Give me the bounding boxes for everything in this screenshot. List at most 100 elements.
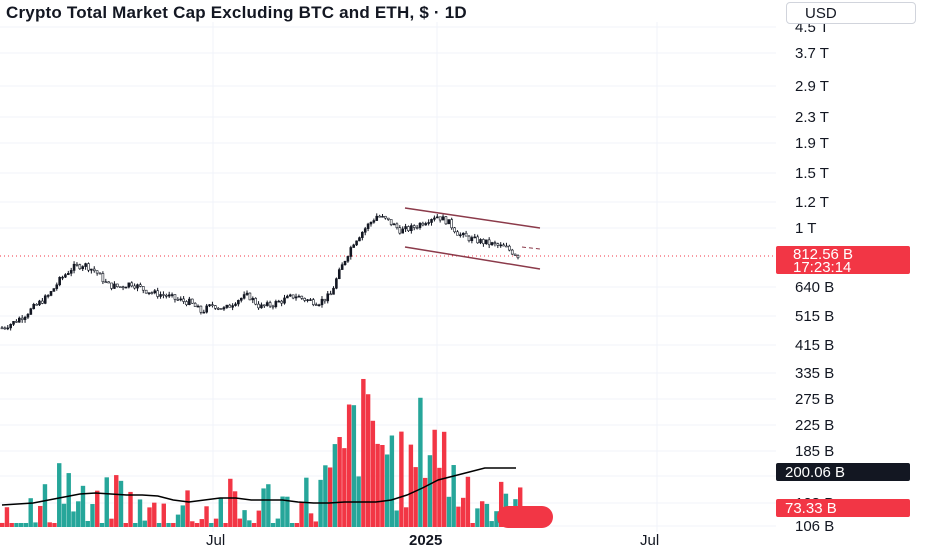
volume-bar [42,484,48,527]
candle-body [386,217,390,220]
candle-body [456,231,459,236]
volume-bar [337,437,342,527]
candle-body [438,216,442,221]
volume-bar [446,496,452,527]
volume-bar [194,523,200,527]
volume-bar [147,507,152,527]
candle-body [401,228,404,234]
volume-bar [204,506,209,527]
candle-body [358,237,361,242]
candle-body [395,223,399,228]
volume-bar [213,518,219,527]
volume-bar [460,497,466,527]
candle-body [280,300,283,304]
descending-channel-drawing[interactable] [404,207,541,270]
candle-body [300,295,304,299]
candle-body [188,298,191,305]
currency-selector[interactable]: USD [786,2,916,24]
candle-body [81,266,85,270]
candle-body [69,270,73,274]
candle-body [248,292,252,301]
volume-bar [128,491,133,527]
volume-bar [166,523,171,527]
volume-bar [489,521,494,527]
candle-body [245,292,249,295]
candle-body [46,295,50,297]
price-tick-label: 2.3 T [795,109,829,126]
candle-body [222,307,226,310]
price-axis[interactable]: 4.5 T3.7 T2.9 T2.3 T1.9 T1.5 T1.2 T1 T64… [795,19,834,535]
candle-body [127,282,131,288]
volume-bar [19,523,24,527]
time-axis[interactable]: Jul 2025 Jul [206,532,659,549]
candle-body [476,236,479,244]
volume-bar [437,467,442,527]
candle-body [378,215,381,218]
volume-bar [380,444,385,527]
candle-body [0,327,4,330]
exchange-logo-badge [497,506,553,528]
candle-body [286,295,289,299]
candle-body [470,237,474,242]
volume-bar [261,488,266,527]
volume-bar [137,499,143,527]
candle-body [55,284,59,289]
current-price-label-bg [776,246,910,274]
price-tick-label: 2.9 T [795,78,829,95]
candle-body [306,299,309,301]
candle-body [288,294,292,297]
candlestick-series [0,213,520,331]
candle-body [90,268,93,271]
time-tick-label: Jul [206,532,225,549]
volume-bar [342,448,347,527]
candle-body [95,270,99,274]
candle-body [493,242,497,244]
price-tick-label: 225 B [795,417,834,434]
volume-bar [323,465,328,527]
candle-body [461,232,465,236]
candle-body [372,220,376,223]
candle-body [441,216,445,221]
volume-bar [389,435,395,527]
candle-body [496,243,500,246]
price-tick-label: 335 B [795,365,834,382]
volume-bar [209,523,214,527]
candle-body [113,283,116,289]
volume-bar [180,505,185,527]
time-tick-label: 2025 [409,532,442,549]
candle-body [314,304,318,306]
volume-bar [299,502,304,527]
volume-bar [52,523,57,527]
candle-body [404,226,407,230]
candle-body [263,304,266,307]
volume-bar [280,496,285,527]
volume-bar [104,477,109,527]
volume-bar [175,514,181,527]
volume-bar [351,405,357,527]
candle-body [87,263,90,271]
volume-bar [294,523,300,527]
volume-bar [38,505,43,527]
candle-body [67,273,70,275]
volume-bar [142,520,147,527]
candle-body [479,239,482,244]
current-price-value: 812.56 B [793,246,853,263]
price-tick-label: 1 T [795,220,816,237]
volume-bar [422,477,428,527]
volume-bar [66,473,71,527]
candle-body [447,219,451,225]
candle-body [513,253,517,256]
candle-body [303,297,306,301]
volume-bar [308,513,314,527]
candle-body [49,291,53,296]
volume-bar [85,520,90,527]
price-tick-label: 640 B [795,279,834,296]
volume-bar [232,491,238,527]
candle-body [75,263,79,266]
volume-bar [456,506,461,527]
candle-body [196,305,200,308]
volume-bar [33,522,38,527]
candle-body [17,317,21,323]
candle-body [482,239,485,245]
